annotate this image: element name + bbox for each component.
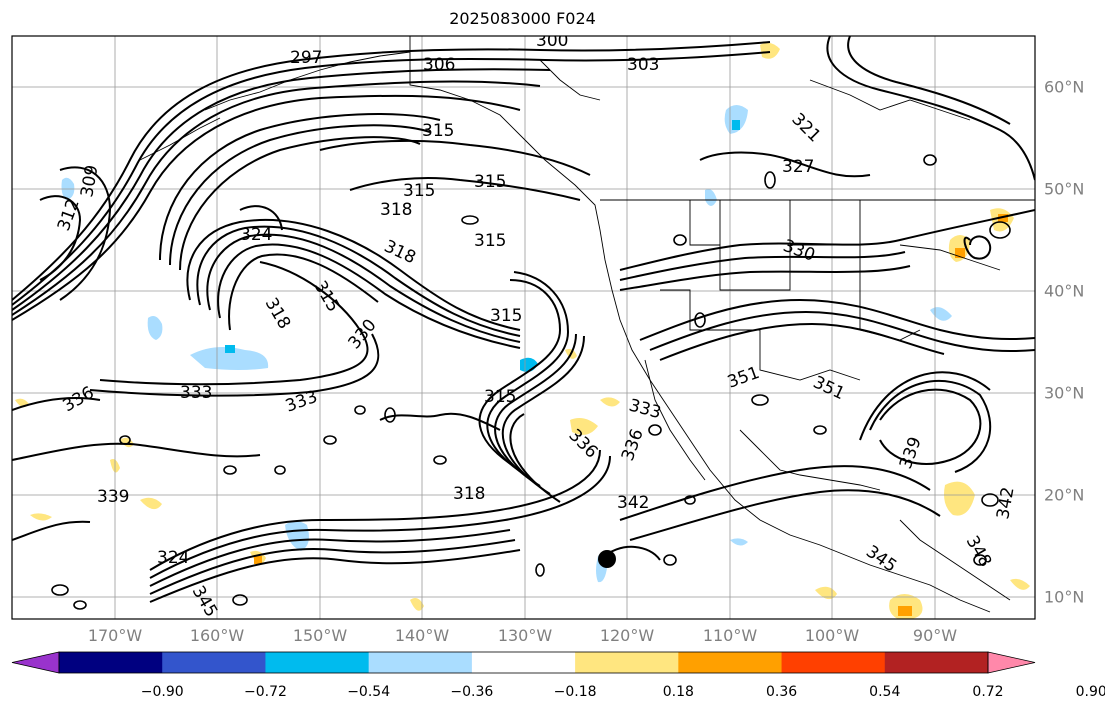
contour-label: 330 [345,315,381,353]
contour-label: 297 [290,48,322,68]
contour-label: 348 [962,533,996,571]
contour-labels: 297 300 303 306 309 312 315 315 315 315 … [54,31,1019,621]
contour-label: 345 [862,542,900,577]
contour-label: 315 [474,231,506,251]
colorbar-tick-label: −0.72 [243,684,287,700]
contour-label: 351 [810,372,848,404]
longitude-label: 100°W [804,626,860,645]
longitude-label: 170°W [87,626,143,645]
contour-label: 339 [97,487,129,507]
longitude-label: 120°W [599,626,655,645]
colorbar-tick-label: −0.54 [347,684,391,700]
latitude-label: 20°N [1044,485,1085,505]
colorbar-tick-label: −0.36 [450,684,494,700]
contour-label: 324 [157,548,189,568]
contour-label: 303 [627,55,659,75]
contour-label: 333 [283,387,320,417]
contour-label: 336 [618,426,648,463]
contour-label: 321 [787,109,824,146]
contour-label: 327 [782,157,814,177]
longitude-label: 140°W [394,626,450,645]
contour-label: 345 [188,583,222,621]
contour-label: 318 [380,200,412,220]
contour-label: 333 [180,383,212,403]
contour-label: 318 [381,236,419,268]
contour-label: 333 [627,396,664,424]
contour-label: 351 [725,363,762,393]
contour-label: 315 [403,181,435,201]
graticule [12,36,1035,619]
storm-center-marker [598,550,616,568]
contour-label: 315 [474,172,506,192]
contour-label: 342 [993,485,1018,520]
latitude-label: 30°N [1044,383,1085,403]
colorbar-tick-label: 0.72 [972,684,1004,700]
colorbar-tick-label: 0.90 [1075,684,1105,700]
contour-label: 318 [453,484,485,504]
contour-label: 300 [536,31,568,51]
contour-label: 318 [261,295,295,333]
contour-label: 306 [423,55,455,75]
colorbar-tick-label: 0.54 [869,684,901,700]
longitude-label: 160°W [189,626,245,645]
contours [12,36,1035,603]
latitude-label: 40°N [1044,281,1085,301]
contour-label: 309 [77,163,102,198]
contour-label: 315 [422,121,454,141]
contour-label: 315 [310,278,344,316]
contour-label: 324 [240,225,272,245]
page-title: 2025083000 F024 [449,9,596,28]
contour-label: 336 [60,383,98,417]
colorbar-tick-label: 0.18 [662,684,694,700]
contour-label: 315 [490,306,522,326]
contour-label: 339 [896,434,926,471]
longitude-label: 110°W [702,626,758,645]
contour-label: 336 [564,425,601,462]
latitude-label: 10°N [1044,587,1085,607]
longitude-label: 90°W [912,626,958,645]
map-frame [11,35,1036,620]
colorbar-tick-label: −0.90 [140,684,184,700]
contour-label: 315 [484,387,516,407]
longitude-label: 150°W [292,626,348,645]
latitude-label: 50°N [1044,179,1085,199]
shaded-fields [15,42,1030,619]
latitude-label: 60°N [1044,77,1085,97]
colorbar-tick-label: −0.18 [553,684,597,700]
small-contours [51,154,1011,610]
longitude-label: 130°W [497,626,553,645]
contour-label: 330 [780,236,817,266]
colorbar-tick-label: 0.36 [765,684,798,700]
contour-label: 342 [617,493,649,513]
